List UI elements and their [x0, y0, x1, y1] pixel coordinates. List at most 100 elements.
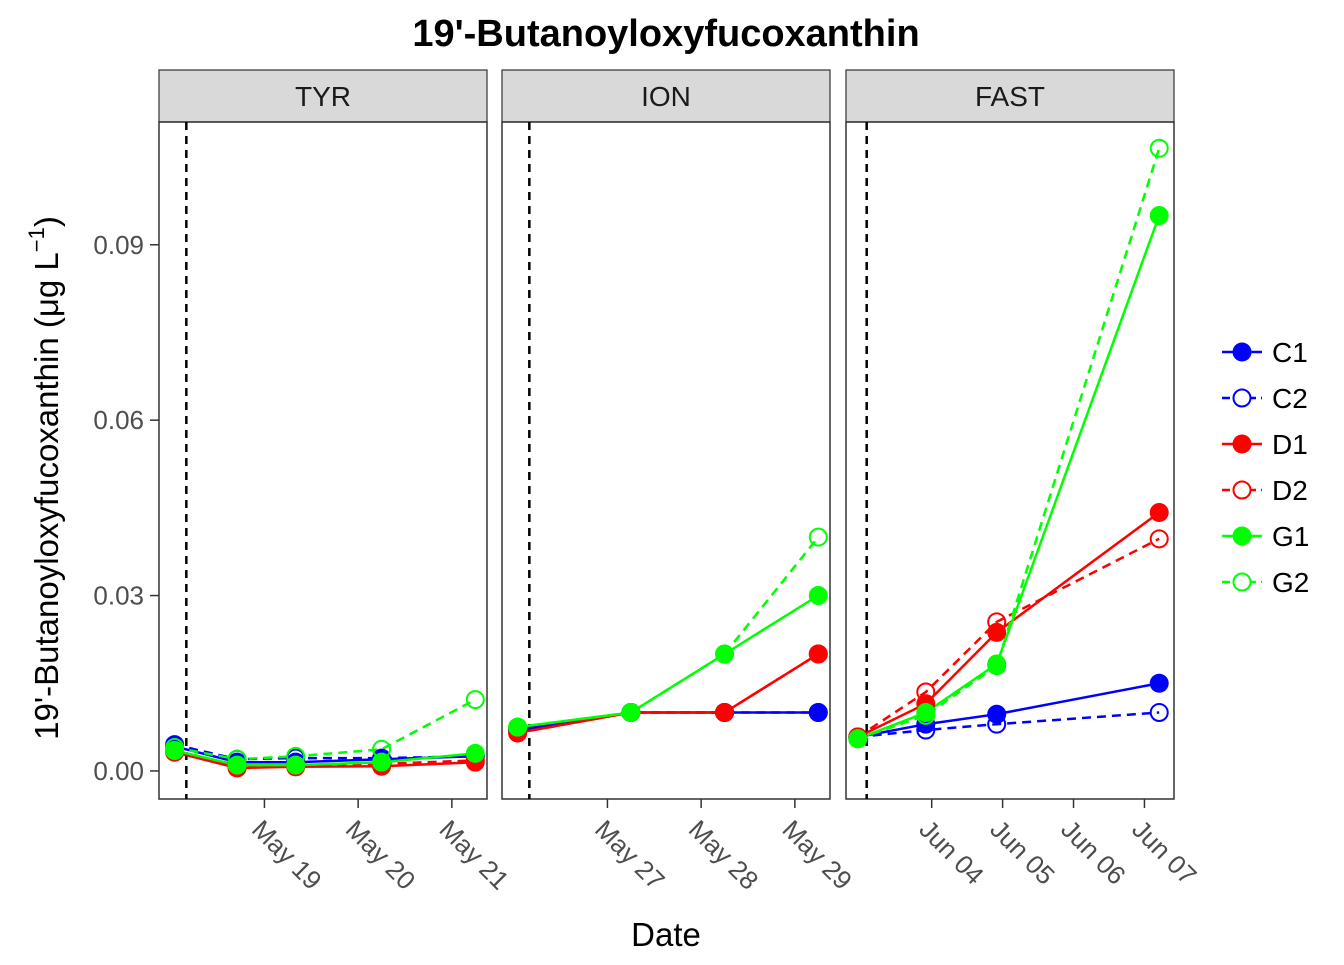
data-point-g2	[987, 656, 1007, 676]
data-point-g2	[508, 717, 528, 737]
data-point-c2	[808, 702, 828, 722]
panel-border	[501, 121, 831, 800]
x-tick-label: May 27	[589, 814, 671, 896]
data-point-g1	[227, 755, 247, 775]
y-axis-title-unit: g L	[28, 252, 65, 298]
series-line-c2	[857, 711, 1160, 739]
legend-label: D1	[1272, 429, 1308, 460]
data-point-d1	[1149, 503, 1169, 523]
data-point-g2	[916, 705, 936, 725]
legend-label: G2	[1272, 567, 1309, 598]
legend-key-point	[1232, 526, 1252, 546]
data-point-d2	[715, 702, 735, 722]
x-tick-label: May 20	[340, 814, 422, 896]
legend-item-d1: D1	[1222, 429, 1308, 460]
y-axis: 0.00 0.03 0.06 0.09	[93, 230, 159, 786]
legend-label: D2	[1272, 475, 1308, 506]
series-line-g1	[857, 215, 1161, 740]
data-point-d2	[808, 644, 828, 664]
data-point-c1	[1149, 673, 1169, 693]
y-axis-title-close: )	[28, 216, 65, 227]
data-point-g2	[372, 739, 392, 759]
panel-border	[845, 121, 1175, 800]
chart-title: 19'-Butanoyloxyfucoxanthin	[412, 13, 919, 55]
legend-item-g2: G2	[1222, 567, 1309, 598]
legend-key-point	[1232, 342, 1252, 362]
series-line-g2	[857, 147, 1161, 740]
x-tick-label: Jun 06	[1055, 814, 1131, 890]
facet-panel: ION May 27 May 28 May 29	[501, 69, 859, 896]
data-point-g2	[621, 702, 641, 722]
data-point-g1	[621, 702, 641, 722]
data-point-c2	[1149, 702, 1169, 722]
facet-strip-label: FAST	[975, 81, 1045, 112]
y-tick-label: 0.09	[93, 230, 144, 260]
data-point-d2	[987, 612, 1007, 632]
data-point-g2	[848, 729, 868, 749]
x-tick-label: May 21	[434, 814, 516, 896]
panels: TYR May 19 May 20 May 21 ION May 27 May 28 May …	[158, 69, 1203, 896]
series-line-d2	[857, 537, 1160, 739]
legend-key-point	[1232, 434, 1252, 454]
data-point-g1	[508, 717, 528, 737]
legend-item-d2: D2	[1222, 475, 1308, 506]
series-line-g1	[517, 594, 819, 729]
data-point-g1	[808, 586, 828, 606]
facet-strip	[845, 69, 1175, 123]
data-point-g1	[1149, 206, 1169, 226]
data-point-d1	[987, 622, 1007, 642]
facet-strip	[501, 69, 831, 123]
data-point-c1	[987, 704, 1007, 724]
data-point-g2	[1149, 138, 1169, 158]
data-point-g2	[165, 738, 185, 758]
y-tick-label: 0.03	[93, 581, 144, 611]
x-tick-label: Jun 05	[984, 814, 1060, 890]
y-tick-label: 0.06	[93, 405, 144, 435]
data-point-c2	[987, 714, 1007, 734]
x-tick-label: May 28	[683, 814, 765, 896]
facet-strip-label: ION	[641, 81, 691, 112]
facet-strip-label: TYR	[295, 81, 351, 112]
data-point-g2	[715, 644, 735, 664]
legend-item-c1: C1	[1222, 337, 1308, 368]
data-point-g2	[286, 746, 306, 766]
legend-key-point	[1232, 388, 1252, 408]
data-point-g1	[848, 729, 868, 749]
data-point-c1	[808, 702, 828, 722]
y-tick-label: 0.00	[93, 756, 144, 786]
x-tick-label: May 19	[246, 814, 328, 896]
series-line-d1	[517, 652, 819, 735]
data-point-g2	[808, 527, 828, 547]
data-point-g1	[465, 743, 485, 763]
series-line-c1	[857, 681, 1160, 739]
x-tick-label: Jun 04	[913, 814, 989, 890]
series-line-d1	[857, 511, 1160, 739]
x-axis-title: Date	[631, 916, 701, 953]
legend-item-c2: C2	[1222, 383, 1308, 414]
legend: C1 C2 D1 D2 G1 G2	[1222, 337, 1309, 598]
x-tick-label: Jun 07	[1126, 814, 1202, 890]
series-line-g2	[174, 698, 476, 761]
legend-item-g1: G1	[1222, 521, 1309, 552]
legend-key-point	[1232, 480, 1252, 500]
data-point-d2	[1149, 529, 1169, 549]
data-point-g1	[715, 644, 735, 664]
data-point-g2	[227, 749, 247, 769]
data-point-d2	[916, 682, 936, 702]
y-axis-title-main: 19'-Butanoyloxyfucoxanthin (	[28, 317, 65, 740]
series-line-g2	[517, 536, 820, 729]
data-point-g2	[465, 690, 485, 710]
x-tick-label: May 29	[777, 814, 859, 896]
facet-strip	[158, 69, 488, 123]
facet-panel: TYR May 19 May 20 May 21	[158, 69, 516, 896]
y-axis-title: 19'-Butanoyloxyfucoxanthin (μg L−1)	[24, 216, 65, 740]
legend-label: C2	[1272, 383, 1308, 414]
series-line-c2	[517, 711, 819, 732]
panel-border	[158, 121, 488, 800]
y-axis-title-mu: μ	[28, 298, 65, 317]
legend-label: G1	[1272, 521, 1309, 552]
data-point-d1	[808, 644, 828, 664]
